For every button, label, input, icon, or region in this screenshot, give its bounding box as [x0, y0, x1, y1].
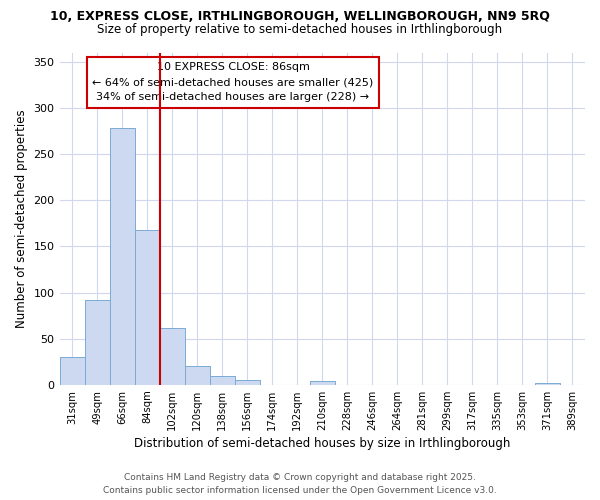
Bar — [134, 230, 160, 385]
Bar — [85, 300, 110, 385]
Bar — [209, 376, 235, 385]
Bar — [235, 380, 260, 385]
Bar — [59, 357, 85, 385]
Text: 10, EXPRESS CLOSE, IRTHLINGBOROUGH, WELLINGBOROUGH, NN9 5RQ: 10, EXPRESS CLOSE, IRTHLINGBOROUGH, WELL… — [50, 10, 550, 23]
X-axis label: Distribution of semi-detached houses by size in Irthlingborough: Distribution of semi-detached houses by … — [134, 437, 511, 450]
Text: Contains HM Land Registry data © Crown copyright and database right 2025.
Contai: Contains HM Land Registry data © Crown c… — [103, 474, 497, 495]
Bar — [310, 381, 335, 385]
Text: Size of property relative to semi-detached houses in Irthlingborough: Size of property relative to semi-detach… — [97, 22, 503, 36]
Bar — [160, 328, 185, 385]
Bar — [185, 366, 209, 385]
Text: 10 EXPRESS CLOSE: 86sqm
← 64% of semi-detached houses are smaller (425)
34% of s: 10 EXPRESS CLOSE: 86sqm ← 64% of semi-de… — [92, 62, 374, 102]
Bar — [535, 383, 560, 385]
Bar — [110, 128, 134, 385]
Y-axis label: Number of semi-detached properties: Number of semi-detached properties — [15, 110, 28, 328]
